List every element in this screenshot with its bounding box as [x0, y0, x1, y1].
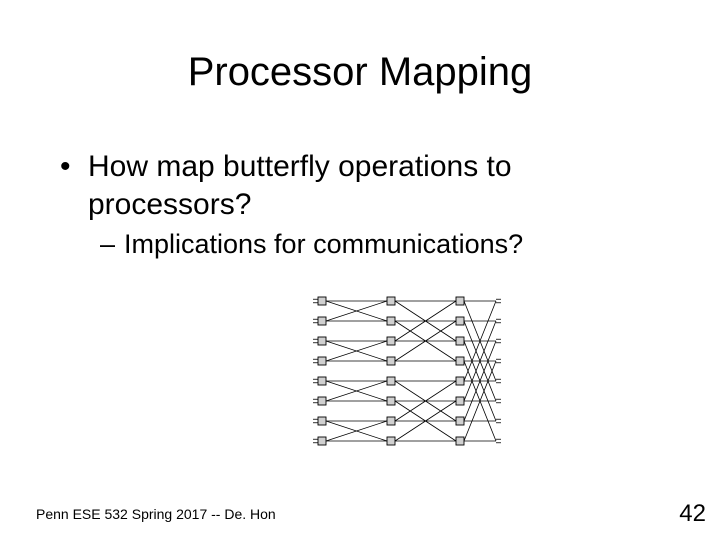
page-number: 42	[679, 500, 706, 528]
bullet-level-2: –Implications for communications?	[100, 229, 523, 260]
bullet-level-1: •How map butterfly operations to process…	[60, 148, 512, 223]
bullet-2-text: Implications for communications?	[124, 229, 523, 259]
butterfly-svg	[290, 285, 510, 455]
bullet-1-line-1: How map butterfly operations to	[88, 150, 512, 183]
bullet-dot: •	[60, 148, 88, 186]
bullet-1-line-2: processors?	[88, 188, 251, 221]
footer-course-info: Penn ESE 532 Spring 2017 -- De. Hon	[36, 506, 276, 522]
bullet-dash: –	[100, 229, 124, 260]
slide: Processor Mapping •How map butterfly ope…	[0, 0, 720, 540]
page-title: Processor Mapping	[0, 50, 720, 95]
butterfly-diagram	[290, 285, 510, 455]
